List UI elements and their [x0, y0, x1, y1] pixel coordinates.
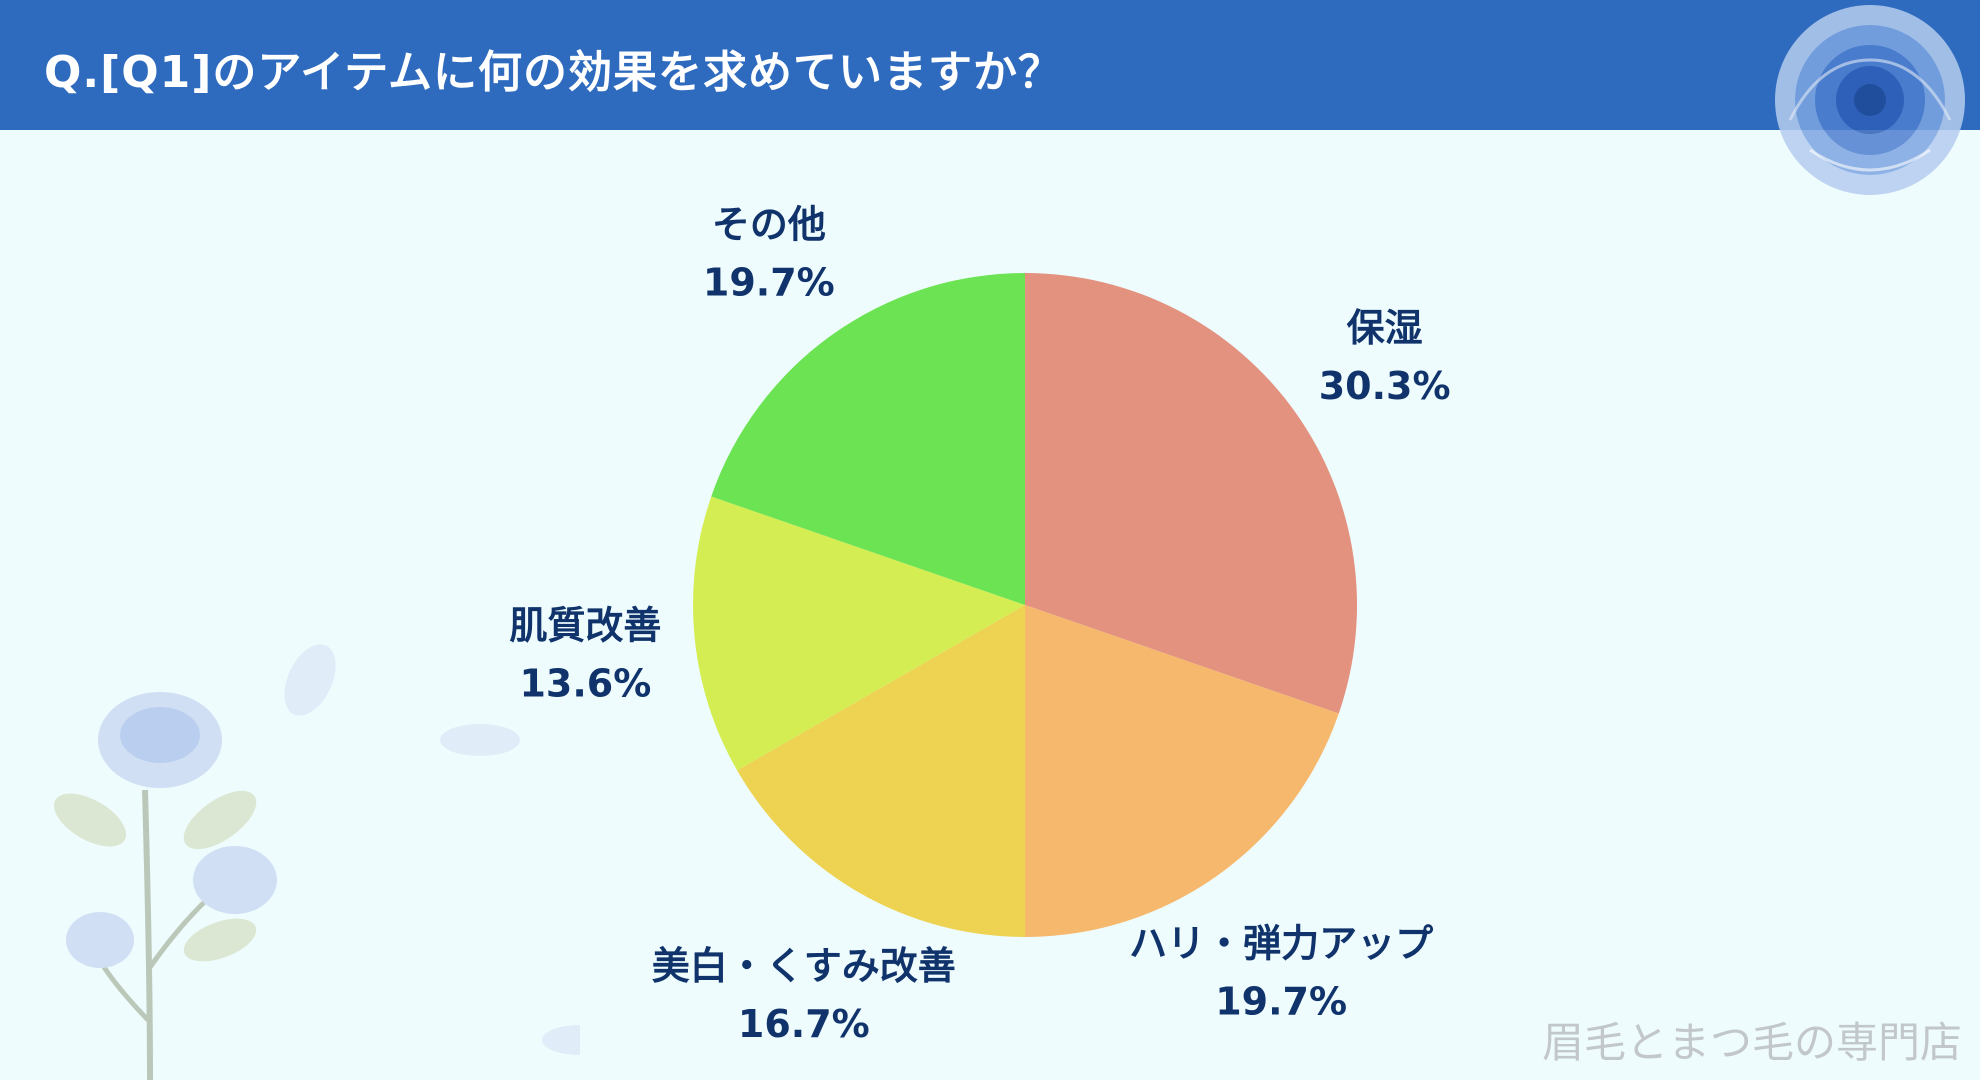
slice-category-label: 肌質改善	[509, 604, 661, 648]
rose-branch-icon	[53, 644, 580, 1080]
slice-value-label: 16.7%	[738, 1002, 870, 1046]
header-bar: Q.[Q1]のアイテムに何の効果を求めていますか？	[0, 0, 1980, 130]
blue-rose-icon	[1775, 5, 1965, 195]
slice-value-label: 30.3%	[1319, 364, 1451, 408]
slice-value-label: 13.6%	[519, 662, 651, 706]
pie-chart: 保湿 30.3% ハリ・弾力アップ 19.7% 美白・くすみ改善 16.7% 肌質改善 13.…	[509, 202, 1451, 1046]
slice-category-label: 美白・くすみ改善	[652, 944, 956, 988]
slice-category-label: 保湿	[1347, 306, 1423, 350]
slice-value-label: 19.7%	[1215, 980, 1347, 1024]
pie-slice	[711, 273, 1025, 605]
page-title: Q.[Q1]のアイテムに何の効果を求めていますか？	[44, 47, 1063, 98]
slice-category-label: その他	[712, 202, 826, 246]
footer-brand: 眉毛とまつ毛の専門店	[1541, 1018, 1962, 1067]
pie-slice	[1025, 273, 1358, 714]
pie-slice	[693, 496, 1025, 771]
pie-slice	[1025, 605, 1339, 937]
pie-slice	[737, 605, 1025, 937]
slice-category-label: ハリ・弾力アップ	[1129, 922, 1433, 966]
slice-value-label: 19.7%	[703, 260, 835, 304]
